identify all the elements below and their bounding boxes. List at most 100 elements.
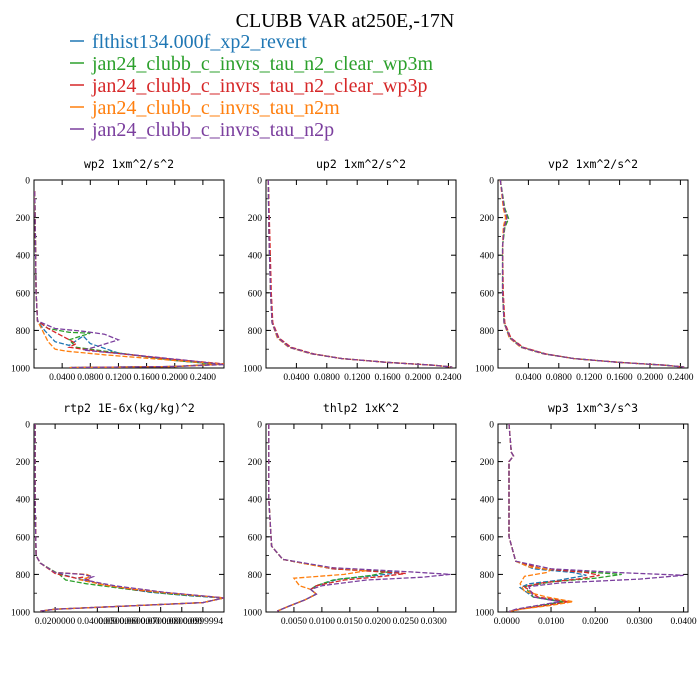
y-tick-label: 400 <box>248 496 263 506</box>
x-tick-label: 0.0050 <box>281 617 307 627</box>
x-tick-label: 0.1600 <box>375 373 401 383</box>
x-tick-label: 0.2400 <box>667 373 693 383</box>
x-tick-label: 0.0200000 <box>35 617 76 627</box>
series-line-2 <box>499 180 685 368</box>
panel-title: vp2 1xm^2/s^2 <box>548 157 638 171</box>
series-line-4 <box>267 180 453 368</box>
y-tick-label: 200 <box>248 458 263 468</box>
y-tick-label: 200 <box>248 214 263 224</box>
panel-1: up2 1xm^2/s^2 0 200 400 600 800 1000 0.0400 0.08… <box>243 157 462 383</box>
plot-frame <box>497 179 689 369</box>
y-tick-label: 1000 <box>243 365 262 375</box>
x-tick-label: 0.0999994 <box>183 617 224 627</box>
plot-frame <box>33 179 225 369</box>
x-tick-label: 0.0150 <box>337 617 363 627</box>
panel-title: thlp2 1xK^2 <box>323 401 399 415</box>
y-tick-label: 200 <box>480 214 495 224</box>
x-tick-label: 0.0800000 <box>162 617 203 627</box>
series-line-4 <box>34 191 224 368</box>
y-tick-label: 800 <box>16 571 31 581</box>
legend-label-1: jan24_clubb_c_invrs_tau_n2_clear_wp3m <box>91 53 433 75</box>
series-line-1 <box>267 180 453 368</box>
x-tick-label: 0.0400 <box>671 617 697 627</box>
legend-label-0: flthist134.000f_xp2_revert <box>92 31 307 53</box>
y-tick-label: 1000 <box>11 365 30 375</box>
x-tick-label: 0.0200 <box>582 617 608 627</box>
y-tick-label: 0 <box>489 177 494 187</box>
panel-title: wp2 1xm^2/s^2 <box>84 157 174 171</box>
legend-label-2: jan24_clubb_c_invrs_tau_n2_clear_wp3p <box>91 75 427 97</box>
series-line-4 <box>508 424 684 612</box>
x-tick-label: 0.0400 <box>515 373 541 383</box>
y-tick-label: 600 <box>480 533 495 543</box>
figure-title: CLUBB VAR at250E,-17N <box>236 10 455 32</box>
y-tick-label: 800 <box>248 571 263 581</box>
plot-frame <box>497 423 689 613</box>
series-line-2 <box>34 424 224 612</box>
y-tick-label: 600 <box>16 533 31 543</box>
x-tick-label: 0.0500000 <box>98 617 139 627</box>
y-tick-label: 400 <box>480 252 495 262</box>
y-tick-label: 400 <box>16 252 31 262</box>
series-line-3 <box>268 424 367 612</box>
y-tick-label: 200 <box>480 458 495 468</box>
legend-label-3: jan24_clubb_c_invrs_tau_n2m <box>91 97 340 119</box>
y-tick-label: 1000 <box>475 609 494 619</box>
x-tick-label: 0.0800 <box>314 373 340 383</box>
y-tick-label: 1000 <box>475 365 494 375</box>
x-tick-label: 0.0250 <box>393 617 419 627</box>
x-tick-label: 0.1200 <box>105 373 131 383</box>
y-tick-label: 400 <box>16 496 31 506</box>
y-tick-label: 0 <box>257 177 262 187</box>
y-tick-label: 600 <box>16 289 31 299</box>
y-tick-label: 600 <box>480 289 495 299</box>
y-tick-label: 800 <box>248 327 263 337</box>
x-tick-label: 0.0100 <box>309 617 335 627</box>
panel-3: rtp2 1E-6x(kg/kg)^2 0 200 400 600 800 1000 0.02… <box>11 401 225 627</box>
x-tick-label: 0.1200 <box>576 373 602 383</box>
x-tick-label: 0.0000 <box>494 617 520 627</box>
series-line-4 <box>34 424 224 612</box>
y-tick-label: 0 <box>257 421 262 431</box>
y-tick-label: 400 <box>480 496 495 506</box>
panel-2: vp2 1xm^2/s^2 0 200 400 600 800 1000 0.0400 0.08… <box>475 157 694 383</box>
series-line-2 <box>34 191 224 368</box>
x-tick-label: 0.0600000 <box>119 617 160 627</box>
y-tick-label: 1000 <box>243 609 262 619</box>
series-line-3 <box>34 424 224 612</box>
series-line-3 <box>34 191 224 368</box>
y-tick-label: 0 <box>25 177 30 187</box>
x-tick-label: 0.2400 <box>435 373 461 383</box>
y-tick-label: 600 <box>248 533 263 543</box>
x-tick-label: 0.0200 <box>365 617 391 627</box>
y-tick-label: 200 <box>16 214 31 224</box>
panel-title: wp3 1xm^3/s^3 <box>548 401 638 415</box>
y-tick-label: 200 <box>16 458 31 468</box>
y-tick-label: 1000 <box>11 609 30 619</box>
panel-0: wp2 1xm^2/s^2 0 200 400 600 800 1000 0.0400 0.08… <box>11 157 225 383</box>
series-line-4 <box>268 424 451 612</box>
legend: flthist134.000f_xp2_revert jan24_clubb_c… <box>70 31 433 141</box>
series-line-0 <box>268 424 401 612</box>
panel-title: up2 1xm^2/s^2 <box>316 157 406 171</box>
x-tick-label: 0.2000 <box>405 373 431 383</box>
series-line-3 <box>499 180 685 368</box>
x-tick-label: 0.2400 <box>190 373 216 383</box>
series-line-0 <box>34 424 224 612</box>
panel-grid: wp2 1xm^2/s^2 0 200 400 600 800 1000 0.0400 0.08… <box>11 157 697 627</box>
plot-frame <box>265 423 457 613</box>
plot-frame <box>33 423 225 613</box>
legend-label-4: jan24_clubb_c_invrs_tau_n2p <box>91 119 334 141</box>
series-line-0 <box>34 191 218 368</box>
y-tick-label: 0 <box>25 421 30 431</box>
x-tick-label: 0.0400 <box>49 373 75 383</box>
y-tick-label: 400 <box>248 252 263 262</box>
x-tick-label: 0.0400000 <box>77 617 118 627</box>
series-line-1 <box>34 191 218 368</box>
x-tick-label: 0.0300 <box>626 617 652 627</box>
x-tick-label: 0.1600 <box>607 373 633 383</box>
series-line-2 <box>267 180 453 368</box>
x-tick-label: 0.0700000 <box>140 617 181 627</box>
